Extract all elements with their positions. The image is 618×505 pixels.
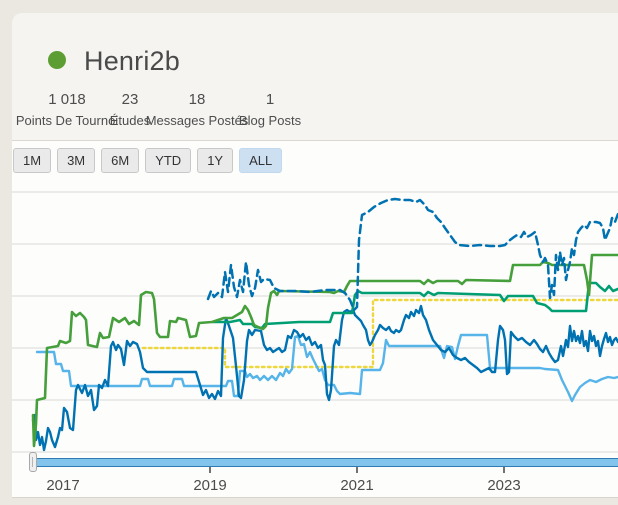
range-button-6m[interactable]: 6M [101,148,140,173]
profile-stats: 1 018 Points De Tournoi 23 Études 18 Mes… [12,91,618,137]
stat-value: 23 [121,91,139,108]
stat-value: 1 018 [48,91,86,108]
x-axis-year-label: 2021 [340,477,374,494]
page-title-username: Henri2b [84,46,180,76]
stat-forum-posts: 18 Messages Postés [146,91,249,128]
stat-value: 1 [265,91,275,108]
range-button-1y[interactable]: 1Y [197,148,234,173]
stat-label: Blog Posts [238,113,302,128]
stat-label: Études [109,113,151,128]
range-button-all[interactable]: ALL [239,148,283,173]
stat-studies: 23 Études [110,91,150,128]
stat-blog-posts: 1 Blog Posts [239,91,301,128]
chart-navigator-range-bar[interactable] [37,458,618,467]
stat-tournament-points: 1 018 Points De Tournoi [16,91,118,128]
stat-label: Points De Tournoi [15,113,119,128]
stat-value: 18 [188,91,206,108]
time-range-button-group: 1M 3M 6M YTD 1Y ALL [13,148,283,173]
x-axis-year-label: 2023 [487,477,521,494]
range-button-3m[interactable]: 3M [57,148,96,173]
x-axis-year-label: 2017 [46,477,80,494]
range-button-1m[interactable]: 1M [13,148,52,173]
x-axis-year-label: 2019 [193,477,227,494]
range-button-ytd[interactable]: YTD [145,148,192,173]
online-status-dot [48,51,66,69]
chart-navigator-left-handle[interactable] [29,452,37,472]
stat-label: Messages Postés [145,113,249,128]
handle-grip [32,457,33,467]
chart-x-axis: 2017 2019 2021 2023 [0,477,618,495]
